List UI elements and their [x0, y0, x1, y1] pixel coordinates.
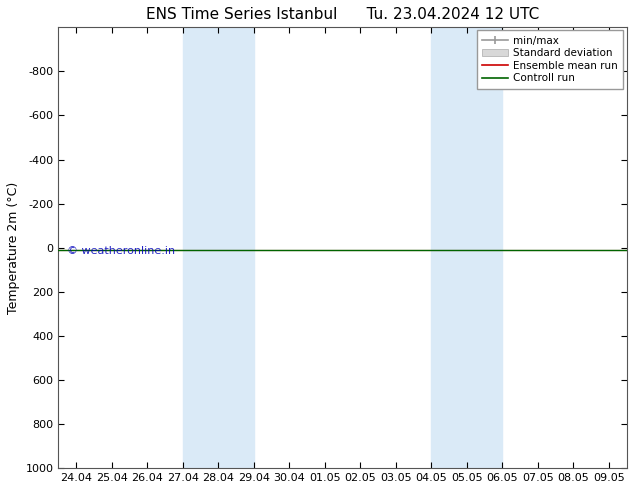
Bar [431, 27, 502, 468]
Text: © weatheronline.in: © weatheronline.in [67, 245, 175, 255]
Y-axis label: Temperature 2m (°C): Temperature 2m (°C) [7, 182, 20, 314]
Bar [183, 27, 254, 468]
Legend: min/max, Standard deviation, Ensemble mean run, Controll run: min/max, Standard deviation, Ensemble me… [477, 30, 623, 89]
Title: ENS Time Series Istanbul      Tu. 23.04.2024 12 UTC: ENS Time Series Istanbul Tu. 23.04.2024 … [146, 7, 539, 22]
